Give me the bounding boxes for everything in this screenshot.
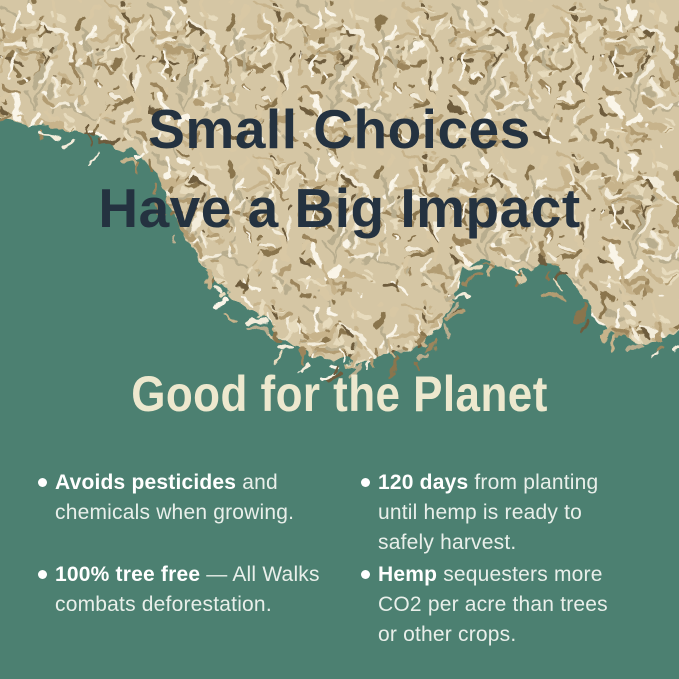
bullet-rest-text: sequesters more CO2 per acre than trees … bbox=[378, 563, 608, 646]
bullet-hemp-co2: Hemp sequesters more CO2 per acre than t… bbox=[361, 560, 613, 650]
bullet-text: 100% tree free — All Walks combats defor… bbox=[55, 560, 330, 620]
bullet-text: Avoids pesticides and chemicals when gro… bbox=[55, 468, 330, 528]
bullet-text: 120 days from planting until hemp is rea… bbox=[378, 468, 613, 558]
texture-fringe bbox=[0, 99, 679, 383]
bullet-rest-text: — All Walks combats deforestation. bbox=[55, 563, 320, 616]
headline: Small Choices Have a Big Impact bbox=[0, 90, 679, 248]
bullet-dot bbox=[38, 478, 47, 487]
headline-line-2: Have a Big Impact bbox=[98, 177, 581, 239]
bullet-dot bbox=[361, 478, 370, 487]
bullet-tree-free: 100% tree free — All Walks combats defor… bbox=[38, 560, 330, 620]
texture-blob bbox=[0, 0, 679, 362]
bullet-rest-text: and chemicals when growing. bbox=[55, 471, 295, 524]
bullet-text: Hemp sequesters more CO2 per acre than t… bbox=[378, 560, 613, 650]
bullet-pesticides: Avoids pesticides and chemicals when gro… bbox=[38, 468, 330, 528]
bullet-bold-text: Hemp bbox=[378, 563, 438, 586]
bullet-bold-text: 100% tree free bbox=[55, 563, 201, 586]
bullet-rest-text: from planting until hemp is ready to saf… bbox=[378, 471, 599, 554]
bullet-bold-text: 120 days bbox=[378, 471, 469, 494]
section-heading: Good for the Planet bbox=[131, 366, 548, 422]
bullet-dot bbox=[38, 570, 47, 579]
headline-line-1: Small Choices bbox=[148, 98, 531, 160]
bullet-dot bbox=[361, 570, 370, 579]
hemp-bedding-texture bbox=[0, 0, 679, 383]
bullet-bold-text: Avoids pesticides bbox=[55, 471, 237, 494]
bullet-120-days: 120 days from planting until hemp is rea… bbox=[361, 468, 613, 558]
